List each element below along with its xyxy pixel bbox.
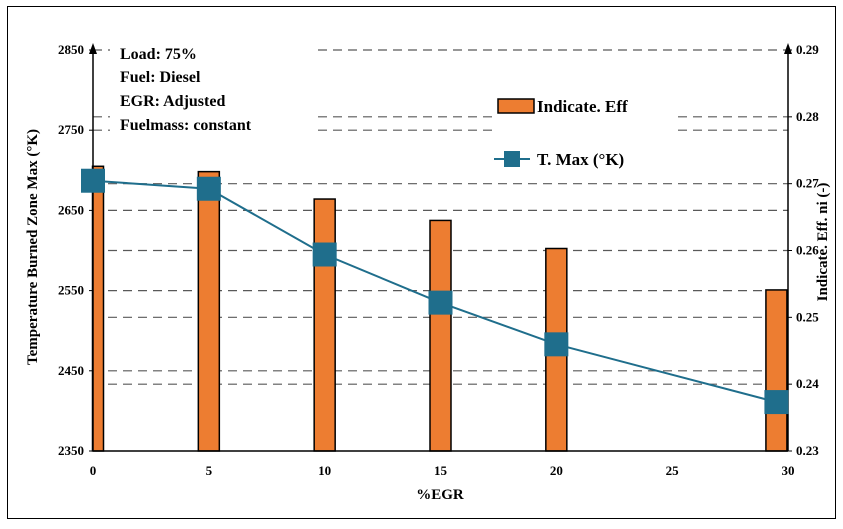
info-egr: EGR: Adjusted bbox=[120, 93, 225, 110]
right-tick-label: 0.25 bbox=[796, 309, 819, 324]
line-marker bbox=[544, 332, 569, 357]
legend-label-bar: Indicate. Eff bbox=[537, 97, 628, 116]
line-series bbox=[81, 168, 789, 415]
line-path bbox=[92, 179, 777, 404]
x-tick-label: 25 bbox=[666, 463, 680, 478]
left-tick-label: 2750 bbox=[58, 122, 84, 137]
line-marker bbox=[428, 290, 453, 315]
info-box: Load: 75% Fuel: Diesel EGR: Adjusted Fue… bbox=[110, 40, 315, 136]
right-tick-label: 0.27 bbox=[796, 176, 819, 191]
bar bbox=[91, 165, 105, 452]
line-marker bbox=[312, 242, 337, 267]
right-tick-label: 0.29 bbox=[796, 42, 819, 57]
x-tick-label: 5 bbox=[206, 463, 213, 478]
left-tick-label: 2850 bbox=[58, 42, 84, 57]
right-tick-label: 0.26 bbox=[796, 243, 819, 258]
info-load: Load: 75% bbox=[120, 46, 197, 63]
legend-swatch-bar bbox=[497, 98, 535, 114]
left-y-axis-arrow-icon bbox=[89, 43, 97, 54]
legend: Indicate. Eff T. Max (°K) bbox=[492, 88, 676, 180]
x-tick-label: 30 bbox=[782, 463, 795, 478]
legend-swatch-marker bbox=[504, 151, 520, 167]
right-tick-label: 0.23 bbox=[796, 443, 819, 458]
left-y-axis-title: Temperature Burned Zone Max (°K) bbox=[25, 129, 41, 365]
x-tick-label: 10 bbox=[318, 463, 331, 478]
x-tick-label: 0 bbox=[90, 463, 97, 478]
right-y-axis-title: Indicate. Eff. ni (-) bbox=[815, 183, 831, 302]
right-tick-label: 0.28 bbox=[796, 109, 819, 124]
legend-label-line: T. Max (°K) bbox=[537, 150, 624, 169]
line-marker bbox=[764, 390, 789, 415]
info-box-background bbox=[110, 40, 315, 136]
x-tick-label: 15 bbox=[434, 463, 448, 478]
tick-labels: 2350245025502650275028500.230.240.250.26… bbox=[58, 42, 819, 478]
x-axis-title: %EGR bbox=[416, 487, 464, 503]
bar bbox=[197, 170, 221, 452]
left-tick-label: 2350 bbox=[58, 443, 84, 458]
bar bbox=[765, 289, 788, 452]
left-tick-label: 2450 bbox=[58, 363, 84, 378]
bar bbox=[429, 219, 452, 452]
left-tick-label: 2650 bbox=[58, 202, 84, 217]
bar bbox=[313, 198, 336, 452]
line-marker bbox=[196, 176, 221, 201]
x-tick-label: 20 bbox=[550, 463, 563, 478]
line-marker bbox=[81, 168, 105, 193]
right-y-axis-arrow-icon bbox=[784, 43, 792, 54]
info-fuel: Fuel: Diesel bbox=[120, 69, 201, 86]
right-tick-label: 0.24 bbox=[796, 376, 819, 391]
left-tick-label: 2550 bbox=[58, 283, 84, 298]
info-fuelmass: Fuelmass: constant bbox=[120, 117, 252, 134]
